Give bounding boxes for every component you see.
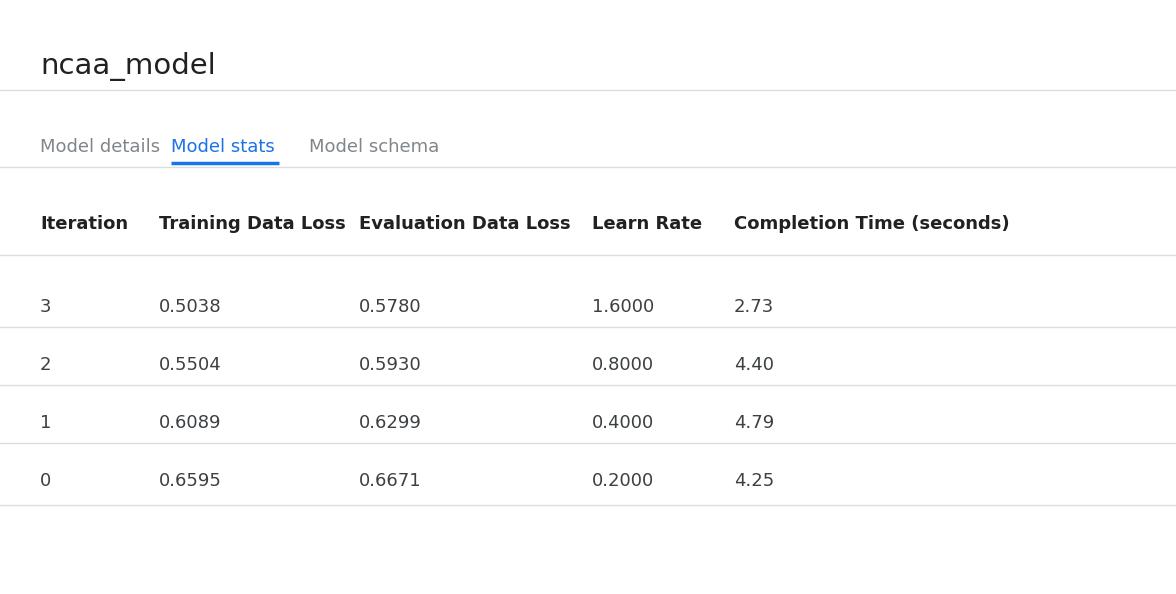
Text: 0: 0 bbox=[40, 472, 52, 490]
Text: 0.6595: 0.6595 bbox=[159, 472, 221, 490]
Text: 1.6000: 1.6000 bbox=[592, 298, 654, 316]
Text: 0.5038: 0.5038 bbox=[159, 298, 221, 316]
Text: 2: 2 bbox=[40, 356, 52, 374]
Text: 0.5780: 0.5780 bbox=[359, 298, 421, 316]
Text: 0.8000: 0.8000 bbox=[592, 356, 654, 374]
Text: 4.79: 4.79 bbox=[734, 414, 774, 432]
Text: Evaluation Data Loss: Evaluation Data Loss bbox=[359, 215, 570, 233]
Text: Iteration: Iteration bbox=[40, 215, 128, 233]
Text: 0.6089: 0.6089 bbox=[159, 414, 221, 432]
Text: Learn Rate: Learn Rate bbox=[592, 215, 702, 233]
Text: Model stats: Model stats bbox=[171, 138, 274, 156]
Text: 1: 1 bbox=[40, 414, 52, 432]
Text: 0.5504: 0.5504 bbox=[159, 356, 221, 374]
Text: 0.4000: 0.4000 bbox=[592, 414, 654, 432]
Text: Model schema: Model schema bbox=[309, 138, 440, 156]
Text: 3: 3 bbox=[40, 298, 52, 316]
Text: Completion Time (seconds): Completion Time (seconds) bbox=[734, 215, 1009, 233]
Text: 2.73: 2.73 bbox=[734, 298, 774, 316]
Text: Model details: Model details bbox=[40, 138, 160, 156]
Text: 4.25: 4.25 bbox=[734, 472, 774, 490]
Text: Training Data Loss: Training Data Loss bbox=[159, 215, 346, 233]
Text: 0.6671: 0.6671 bbox=[359, 472, 421, 490]
Text: 4.40: 4.40 bbox=[734, 356, 774, 374]
Text: 0.5930: 0.5930 bbox=[359, 356, 421, 374]
Text: ncaa_model: ncaa_model bbox=[40, 52, 215, 81]
Text: 0.2000: 0.2000 bbox=[592, 472, 654, 490]
Text: 0.6299: 0.6299 bbox=[359, 414, 421, 432]
